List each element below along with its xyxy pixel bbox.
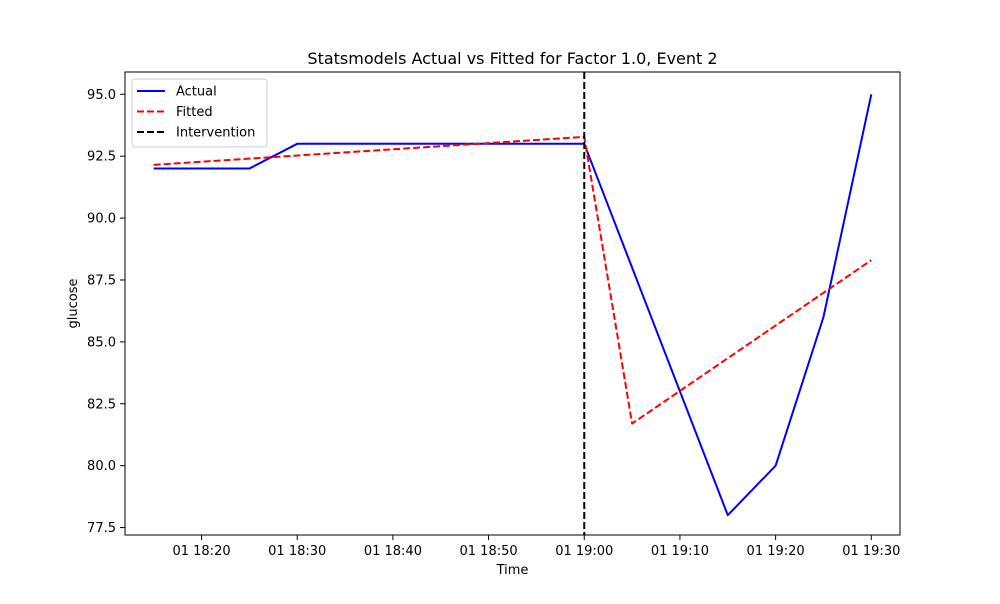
y-tick-label: 92.5 bbox=[87, 150, 116, 165]
y-tick-label: 87.5 bbox=[87, 273, 116, 288]
x-tick-label: 01 18:40 bbox=[364, 544, 422, 559]
y-tick-label: 82.5 bbox=[87, 397, 116, 412]
x-tick-label: 01 19:10 bbox=[651, 544, 709, 559]
x-tick-label: 01 19:20 bbox=[747, 544, 805, 559]
legend-label-fitted: Fitted bbox=[176, 105, 213, 120]
x-tick-label: 01 19:30 bbox=[842, 544, 900, 559]
y-tick-label: 85.0 bbox=[87, 335, 116, 350]
legend: Actual Fitted Intervention bbox=[131, 78, 268, 148]
legend-box bbox=[131, 78, 268, 148]
legend-label-actual: Actual bbox=[176, 85, 217, 100]
legend-label-intervention: Intervention bbox=[176, 126, 255, 141]
plot-area bbox=[153, 72, 873, 535]
axes: 01 18:20 01 18:30 01 18:40 01 18:50 01 19:00… bbox=[87, 71, 901, 559]
chart-title: Statsmodels Actual vs Fitted for Factor … bbox=[307, 49, 717, 68]
y-tick-label: 95.0 bbox=[87, 88, 116, 103]
x-tick-label: 01 18:20 bbox=[172, 544, 230, 559]
x-tick-label: 01 18:30 bbox=[268, 544, 326, 559]
x-tick-label: 01 19:00 bbox=[555, 544, 613, 559]
axes-frame bbox=[124, 71, 901, 536]
y-tick-label: 77.5 bbox=[87, 521, 116, 536]
x-axis-label: Time bbox=[496, 563, 529, 578]
series-line-actual bbox=[153, 94, 873, 517]
y-tick-label: 80.0 bbox=[87, 459, 116, 474]
series-line-fitted bbox=[153, 135, 872, 425]
x-tick-label: 01 18:50 bbox=[460, 544, 518, 559]
y-tick-label: 90.0 bbox=[87, 212, 116, 227]
y-axis-label: glucose bbox=[66, 279, 81, 329]
